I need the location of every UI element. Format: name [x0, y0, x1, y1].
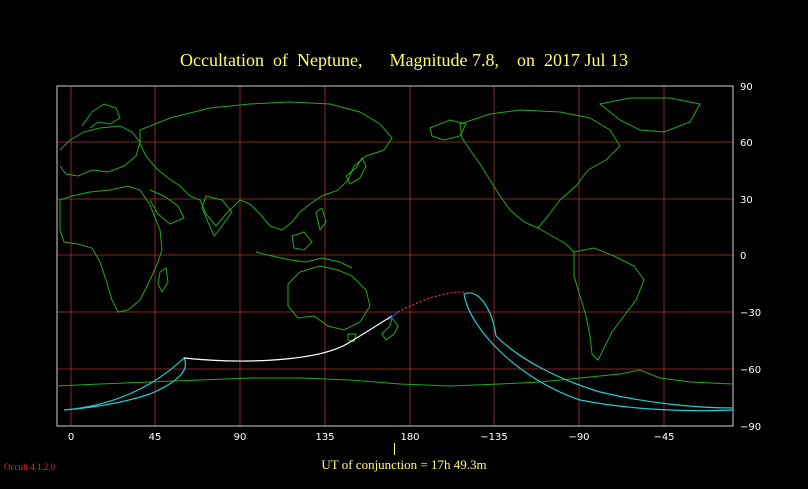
- conjunction-tick: [394, 443, 395, 455]
- lon-label-6: −90: [568, 432, 589, 443]
- coast-india: [201, 195, 233, 237]
- coast-tasmania: [347, 333, 357, 343]
- visibility-path-east: [463, 292, 734, 412]
- lon-label-1: 45: [149, 432, 162, 443]
- central-line-daylight: [183, 315, 393, 362]
- coast-indonesia: [255, 251, 353, 269]
- lon-label-3: 135: [315, 432, 334, 443]
- coast-greenland: [598, 97, 701, 133]
- coast-antarctica: [56, 369, 734, 387]
- version-label: Occult 4.1.2.0: [4, 462, 55, 472]
- coast-new-zealand: [381, 316, 399, 341]
- lon-label-7: −45: [653, 432, 674, 443]
- lat-label-1: 60: [740, 138, 753, 149]
- coast-north-america: [459, 109, 621, 229]
- central-line: [183, 291, 465, 362]
- coast-madagascar: [157, 267, 169, 294]
- lat-label-0: 90: [740, 82, 753, 93]
- map-grid: [57, 86, 733, 426]
- lon-label-2: 90: [234, 432, 247, 443]
- lon-label-0: 0: [68, 432, 74, 443]
- coast-alaska: [429, 119, 467, 141]
- coastlines: [56, 97, 734, 387]
- lon-label-4: 180: [400, 432, 419, 443]
- coast-philippines: [315, 207, 327, 232]
- coast-scandinavia: [81, 103, 121, 129]
- central-line-night: [397, 291, 465, 313]
- coast-borneo: [291, 231, 313, 251]
- central-line-twilight: [387, 311, 399, 321]
- lon-label-5: −135: [480, 432, 507, 443]
- coast-africa: [59, 185, 163, 313]
- map-frame: [56, 85, 734, 427]
- lat-label-4: −30: [740, 308, 761, 319]
- lat-label-3: 0: [740, 251, 746, 262]
- lat-label-5: −60: [740, 365, 761, 376]
- visibility-path-west: [63, 357, 187, 411]
- conjunction-label: UT of conjunction = 17h 49.3m: [321, 457, 487, 472]
- coast-japan: [345, 156, 367, 185]
- longitude-labels: 0 45 90 135 180 −135 −90 −45: [68, 432, 675, 443]
- visibility-paths: [63, 292, 734, 412]
- coast-arabia: [149, 189, 185, 225]
- coast-asia: [139, 101, 393, 231]
- lat-label-6: −90: [740, 422, 761, 433]
- coast-europe: [59, 125, 141, 177]
- coast-south-america: [573, 247, 645, 361]
- page-title: Occultation of Neptune, Magnitude 7.8, o…: [180, 50, 628, 70]
- latitude-labels: 90 60 30 0 −30 −60 −90: [740, 82, 761, 433]
- coast-central-america: [537, 227, 575, 253]
- lat-label-2: 30: [740, 195, 753, 206]
- coast-australia: [287, 265, 371, 331]
